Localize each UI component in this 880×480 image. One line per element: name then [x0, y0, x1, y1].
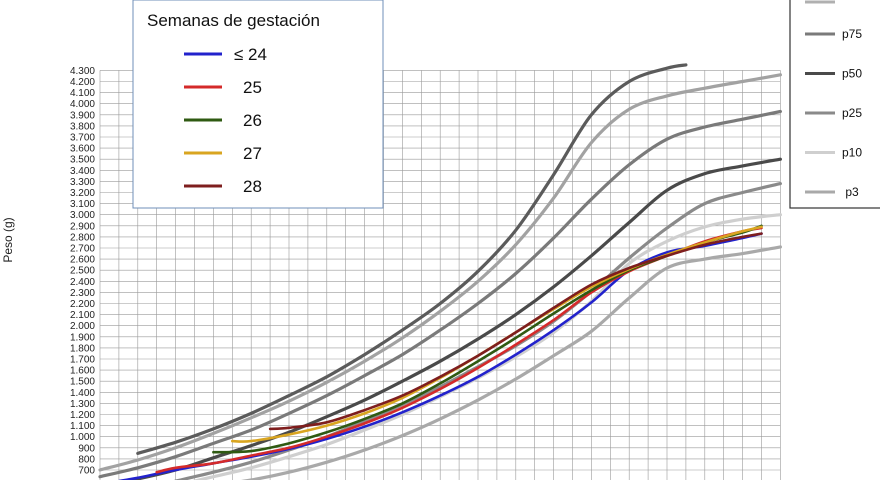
legend-percentile-label: p50: [842, 67, 862, 81]
y-tick-label: 900: [78, 443, 95, 454]
series-line: [268, 232, 763, 431]
y-tick-label: 3.200: [70, 188, 95, 199]
y-tick-label: 3.400: [70, 166, 95, 177]
percentile-line: [136, 63, 688, 455]
y-tick-label: 2.000: [70, 321, 95, 332]
y-tick-label: 2.100: [70, 310, 95, 321]
y-tick-label: 1.600: [70, 366, 95, 377]
y-tick-label: 2.300: [70, 288, 95, 299]
legend-percentile-label: p3: [845, 185, 859, 199]
y-tick-label: 3.100: [70, 199, 95, 210]
legend-percentile-label: p10: [842, 146, 862, 160]
y-tick-label: 2.900: [70, 221, 95, 232]
y-tick-label: 1.000: [70, 432, 95, 443]
percentile-line: [98, 73, 782, 472]
legend-percentile-label: p25: [842, 106, 862, 120]
y-tick-label: 1.900: [70, 332, 95, 343]
y-tick-label: 1.100: [70, 421, 95, 432]
y-tick-label: 4.300: [70, 66, 95, 77]
y-tick-label: 3.600: [70, 144, 95, 155]
y-tick-label: 1.500: [70, 377, 95, 388]
y-tick-label: 800: [78, 454, 95, 465]
y-tick-label: 4.200: [70, 77, 95, 88]
legend-percentiles: p75 p50 p25 p10 p3: [789, 0, 880, 209]
y-tick-label: 3.300: [70, 177, 95, 188]
legend-gestation-label: ≤ 24: [234, 45, 267, 64]
legend-gestation: Semanas de gestación ≤ 24 25 26 27 28: [132, 0, 384, 209]
y-tick-label: 4.000: [70, 99, 95, 110]
legend-percentiles-box: [789, 0, 880, 209]
y-tick-label: 2.500: [70, 266, 95, 277]
y-tick-label: 1.300: [70, 399, 95, 410]
gestation-lines: [118, 224, 763, 480]
legend-gestation-label: 28: [243, 177, 262, 196]
y-tick-label: 3.800: [70, 121, 95, 132]
y-tick-label: 1.700: [70, 355, 95, 366]
percentile-line: [123, 157, 782, 480]
y-tick-label: 2.800: [70, 232, 95, 243]
y-tick-label: 3.500: [70, 155, 95, 166]
y-tick-label: 3.900: [70, 110, 95, 121]
y-tick-label: 700: [78, 466, 95, 477]
y-tick-label: 3.000: [70, 210, 95, 221]
y-tick-label: 2.700: [70, 244, 95, 255]
legend-gestation-label: 26: [243, 111, 262, 130]
y-tick-label: 1.800: [70, 343, 95, 354]
legend-gestation-box: [132, 0, 384, 209]
legend-gestation-title: Semanas de gestación: [147, 11, 320, 30]
y-axis-ticks: 7008009001.0001.1001.2001.3001.4001.5001…: [70, 66, 95, 477]
y-tick-label: 3.700: [70, 133, 95, 144]
legend-gestation-label: 27: [243, 144, 262, 163]
y-tick-label: 2.400: [70, 277, 95, 288]
y-tick-label: 2.200: [70, 299, 95, 310]
legend-percentile-label: p75: [842, 27, 862, 41]
y-tick-label: 1.400: [70, 388, 95, 399]
y-tick-label: 4.100: [70, 88, 95, 99]
y-axis-label: Peso (g): [1, 217, 15, 262]
legend-gestation-label: 25: [243, 78, 262, 97]
y-tick-label: 1.200: [70, 410, 95, 421]
percentile-line: [98, 109, 782, 479]
y-tick-label: 2.600: [70, 255, 95, 266]
percentile-line: [241, 245, 782, 480]
